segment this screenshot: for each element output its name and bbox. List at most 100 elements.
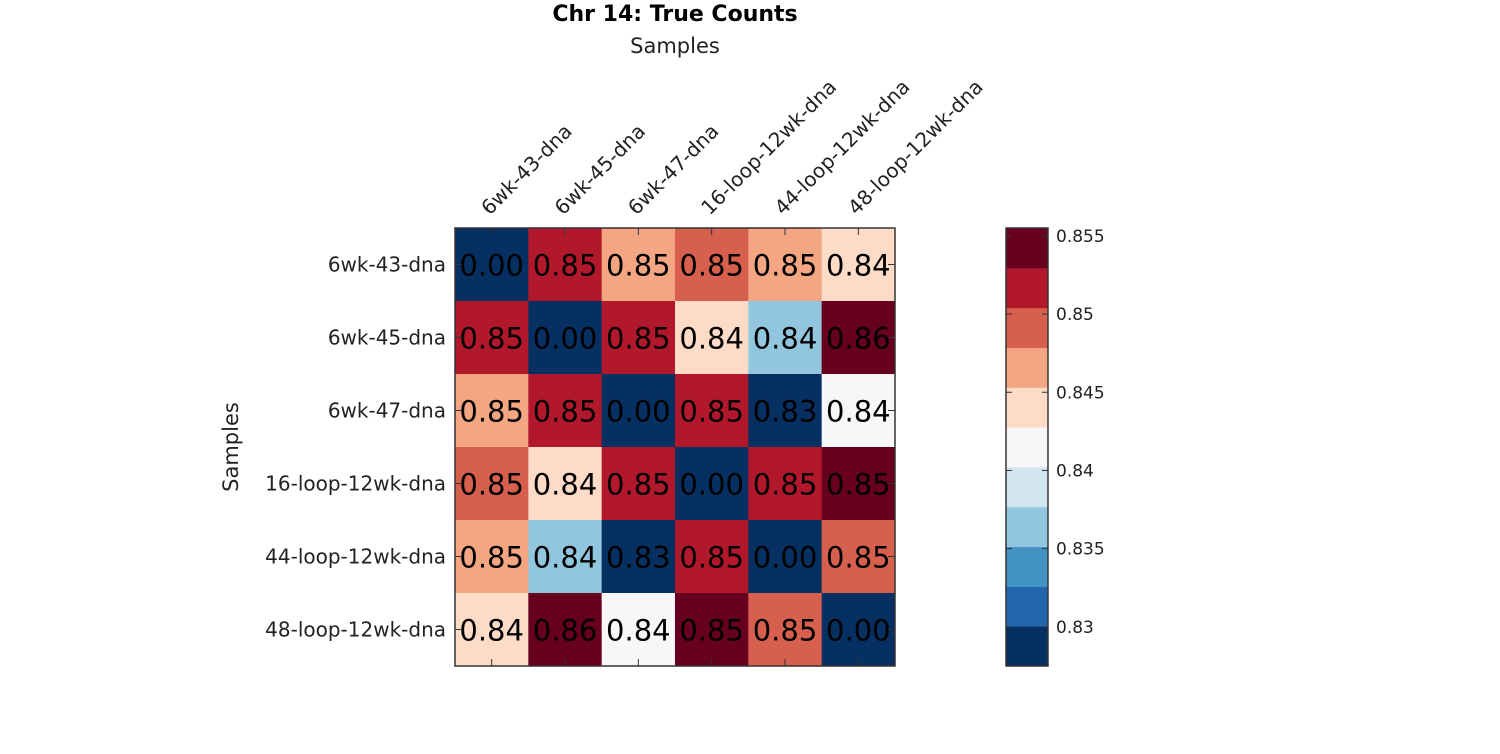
cell-value-label: 0.85: [679, 249, 744, 283]
cell-value-label: 0.00: [606, 395, 671, 429]
axis-ticks: [455, 228, 895, 666]
colorbar-frame: [1005, 227, 1049, 667]
cell-value-label: 0.85: [459, 468, 524, 502]
x-tick-label: 44-loop-12wk-dna: [770, 75, 915, 220]
cell-value-label: 0.83: [606, 541, 671, 575]
colorbar-segment: [1006, 347, 1048, 388]
cell-value-label: 0.00: [533, 322, 598, 356]
heatmap-cell: [601, 301, 676, 375]
heatmap-cell: [675, 228, 749, 302]
colorbar-segment: [1006, 427, 1048, 468]
cell-value-label: 0.85: [459, 322, 524, 356]
colorbar-tick-label: 0.85: [1056, 305, 1094, 325]
cell-value-label: 0.84: [459, 614, 524, 648]
heatmap-cells: [455, 228, 896, 667]
y-tick-label: 48-loop-12wk-dna: [265, 618, 446, 642]
heatmap-cell: [748, 593, 823, 667]
heatmap-cell: [455, 593, 529, 667]
cell-value-label: 0.00: [459, 249, 524, 283]
heatmap-cell: [528, 228, 603, 302]
cell-value-label: 0.85: [679, 541, 744, 575]
cell-value-label: 0.86: [533, 614, 598, 648]
colorbar-segment: [1006, 466, 1048, 508]
cell-value-label: 0.84: [679, 322, 744, 356]
heatmap-cell: [601, 228, 676, 302]
heatmap-cell: [821, 447, 896, 521]
heatmap-cell: [455, 520, 529, 594]
cell-value-label: 0.84: [606, 614, 671, 648]
y-axis-label: Samples: [219, 402, 243, 492]
heatmap-cell: [528, 374, 603, 448]
y-tick-label: 6wk-43-dna: [328, 253, 446, 277]
colorbar-segment: [1006, 307, 1048, 348]
cell-value-label: 0.00: [826, 614, 891, 648]
heatmap-cell: [601, 374, 676, 448]
cell-value-label: 0.85: [606, 249, 671, 283]
heatmap-cell: [748, 374, 823, 448]
colorbar-segment: [1006, 228, 1048, 269]
cell-value-label: 0.85: [679, 614, 744, 648]
heatmap-cell: [601, 520, 676, 594]
colorbar-tick-label: 0.835: [1056, 540, 1105, 560]
colorbar: 0.83 0.835 0.84 0.845 0.85 0.855: [1005, 227, 1105, 667]
cell-value-label: 0.85: [459, 541, 524, 575]
heatmap-cell: [675, 301, 749, 375]
cell-value-label: 0.84: [533, 541, 598, 575]
y-tick-label: 6wk-47-dna: [328, 399, 446, 423]
y-tick-label: 16-loop-12wk-dna: [265, 472, 446, 496]
heatmap-cell: [748, 520, 823, 594]
cell-value-label: 0.85: [459, 395, 524, 429]
heatmap-cell: [528, 447, 603, 521]
cell-value-label: 0.83: [753, 395, 818, 429]
cell-value-label: 0.84: [533, 468, 598, 502]
heatmap-cell-labels: 0.00 0.85 0.85 0.85 0.85 0.840.85 0.00 0.85 0.84…: [459, 249, 890, 648]
heatmap-cell: [821, 301, 896, 375]
heatmap-cell: [455, 301, 529, 375]
cell-value-label: 0.85: [533, 395, 598, 429]
heatmap-cell: [455, 374, 529, 448]
plot-frame: [454, 227, 896, 667]
heatmap-cell: [601, 447, 676, 521]
colorbar-segment: [1006, 506, 1048, 548]
x-tick-label: 16-loop-12wk-dna: [696, 75, 841, 220]
cell-value-label: 0.84: [826, 395, 891, 429]
heatmap-cell: [748, 228, 823, 302]
heatmap-cell: [601, 593, 676, 667]
cell-value-label: 0.84: [753, 322, 818, 356]
colorbar-segment: [1006, 546, 1048, 587]
colorbar-segment: [1006, 586, 1048, 627]
heatmap-cell: [528, 593, 603, 667]
heatmap-cell: [675, 447, 749, 521]
colorbar-tick-label: 0.855: [1056, 227, 1105, 247]
cell-value-label: 0.85: [753, 249, 818, 283]
heatmap-cell: [675, 374, 749, 448]
cell-value-label: 0.85: [753, 468, 818, 502]
cell-value-label: 0.86: [826, 322, 891, 356]
heatmap-cell: [455, 447, 529, 521]
heatmap-cell: [675, 593, 749, 667]
colorbar-tick-label: 0.84: [1056, 461, 1094, 481]
heatmap-cell: [821, 520, 896, 594]
x-axis-label: Samples: [630, 34, 720, 58]
y-tick-label: 6wk-45-dna: [328, 326, 446, 350]
cell-value-label: 0.85: [826, 541, 891, 575]
y-tick-labels: 6wk-43-dna 6wk-45-dna 6wk-47-dna 16-loop-12…: [265, 253, 446, 642]
heatmap-cell: [748, 301, 823, 375]
cell-value-label: 0.85: [606, 322, 671, 356]
cell-value-label: 0.85: [606, 468, 671, 502]
heatmap-cell: [528, 301, 603, 375]
cell-value-label: 0.00: [753, 541, 818, 575]
heatmap-cell: [821, 593, 896, 667]
heatmap-cell: [528, 520, 603, 594]
heatmap-cell: [748, 447, 823, 521]
cell-value-label: 0.85: [533, 249, 598, 283]
heatmap-cell: [821, 374, 896, 448]
cell-value-label: 0.85: [826, 468, 891, 502]
cell-value-label: 0.00: [679, 468, 744, 502]
cell-value-label: 0.85: [753, 614, 818, 648]
cell-value-label: 0.84: [826, 249, 891, 283]
heatmap-cell: [675, 520, 749, 594]
heatmap-cell: [455, 228, 529, 302]
